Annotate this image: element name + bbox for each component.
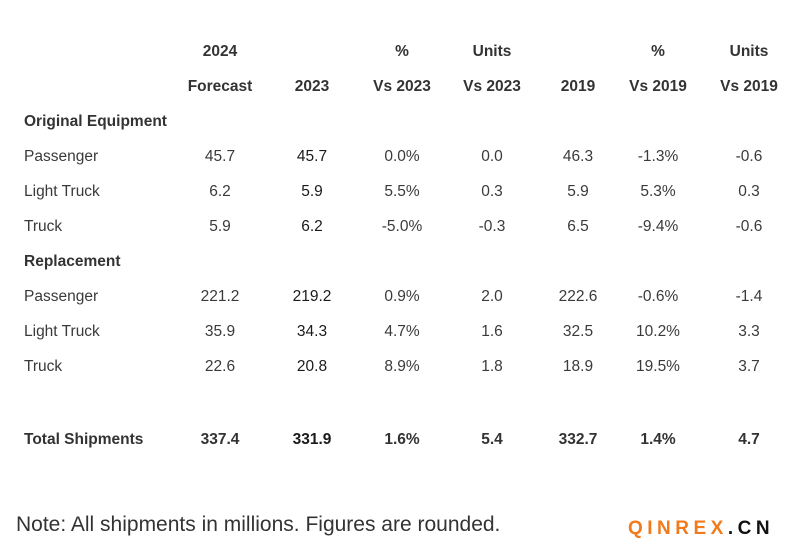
total-cell: 332.7 [558,431,598,448]
value-cell: -0.3 [478,218,506,235]
table-row: Light Truck 6.2 5.9 5.5% 0.3 5.9 5.3% 0.… [0,183,800,205]
header-cell: 2024 [202,43,238,60]
total-cell: 331.9 [292,431,332,448]
value-cell: 46.3 [562,148,594,165]
header-cell: 2019 [560,78,596,95]
watermark-suffix: .CN [727,518,775,539]
value-cell: 34.3 [296,323,328,340]
header-cell: % [651,43,665,60]
total-cell: 4.7 [738,431,760,448]
value-cell: 32.5 [562,323,594,340]
header-cell: Vs 2019 [720,78,778,95]
value-cell: 1.6 [481,323,503,340]
value-cell: 1.8 [481,358,503,375]
value-cell: -9.4% [637,218,679,235]
value-cell: 5.9 [209,218,231,235]
section-title-replacement: Replacement [0,253,800,275]
value-cell: -1.3% [637,148,679,165]
watermark-logo: QINREX.CN [628,518,774,540]
value-cell: -5.0% [381,218,423,235]
table-row: Truck 22.6 20.8 8.9% 1.8 18.9 19.5% 3.7 [0,358,800,380]
header-cell: Units [729,43,769,60]
value-cell: 3.3 [738,323,760,340]
total-cell: 1.6% [384,431,420,448]
value-cell: 2.0 [481,288,503,305]
value-cell: 6.2 [301,218,323,235]
total-label: Total Shipments [24,431,144,448]
header-cell: Vs 2023 [373,78,431,95]
value-cell: 19.5% [636,358,680,375]
value-cell: 10.2% [636,323,680,340]
value-cell: 4.7% [384,323,420,340]
value-cell: 222.6 [558,288,598,305]
table-row: Light Truck 35.9 34.3 4.7% 1.6 32.5 10.2… [0,323,800,345]
value-cell: 5.5% [384,183,420,200]
value-cell: 219.2 [292,288,332,305]
value-cell: 22.6 [204,358,236,375]
row-label: Light Truck [24,183,100,200]
value-cell: 0.9% [384,288,420,305]
value-cell: -1.4 [735,288,763,305]
section-title-original-equipment: Original Equipment [0,113,800,135]
table-row: Passenger 221.2 219.2 0.9% 2.0 222.6 -0.… [0,288,800,310]
watermark-brand: QINREX [628,518,728,539]
section-title: Replacement [24,253,121,270]
value-cell: 0.0% [384,148,420,165]
row-label: Truck [24,218,63,235]
value-cell: 5.9 [301,183,323,200]
value-cell: 0.0 [481,148,503,165]
row-label: Light Truck [24,323,100,340]
value-cell: 3.7 [738,358,760,375]
row-label: Passenger [24,288,99,305]
value-cell: 6.5 [567,218,589,235]
table-row: Truck 5.9 6.2 -5.0% -0.3 6.5 -9.4% -0.6 [0,218,800,240]
header-cell: % [395,43,409,60]
value-cell: 35.9 [204,323,236,340]
header-cell: Vs 2023 [463,78,521,95]
value-cell: 221.2 [200,288,240,305]
header-row-2: Forecast 2023 Vs 2023 Vs 2023 2019 Vs 20… [0,78,800,100]
header-cell: Units [472,43,512,60]
value-cell: 8.9% [384,358,420,375]
section-title: Original Equipment [24,113,167,130]
value-cell: 20.8 [296,358,328,375]
row-label: Passenger [24,148,99,165]
total-row: Total Shipments 337.4 331.9 1.6% 5.4 332… [0,431,800,453]
table-row: Passenger 45.7 45.7 0.0% 0.0 46.3 -1.3% … [0,148,800,170]
value-cell: 0.3 [481,183,503,200]
total-cell: 5.4 [481,431,503,448]
value-cell: -0.6% [637,288,679,305]
value-cell: 45.7 [296,148,328,165]
value-cell: 6.2 [209,183,231,200]
header-cell: 2023 [294,78,330,95]
total-cell: 1.4% [640,431,676,448]
header-cell: Forecast [187,78,253,95]
footnote: Note: All shipments in millions. Figures… [16,513,501,536]
value-cell: -0.6 [735,148,763,165]
value-cell: 5.9 [567,183,589,200]
value-cell: 18.9 [562,358,594,375]
header-row-1: 2024 % Units % Units [0,43,800,65]
value-cell: 0.3 [738,183,760,200]
row-label: Truck [24,358,63,375]
total-cell: 337.4 [200,431,240,448]
header-cell: Vs 2019 [629,78,687,95]
value-cell: 45.7 [204,148,236,165]
value-cell: 5.3% [640,183,676,200]
value-cell: -0.6 [735,218,763,235]
